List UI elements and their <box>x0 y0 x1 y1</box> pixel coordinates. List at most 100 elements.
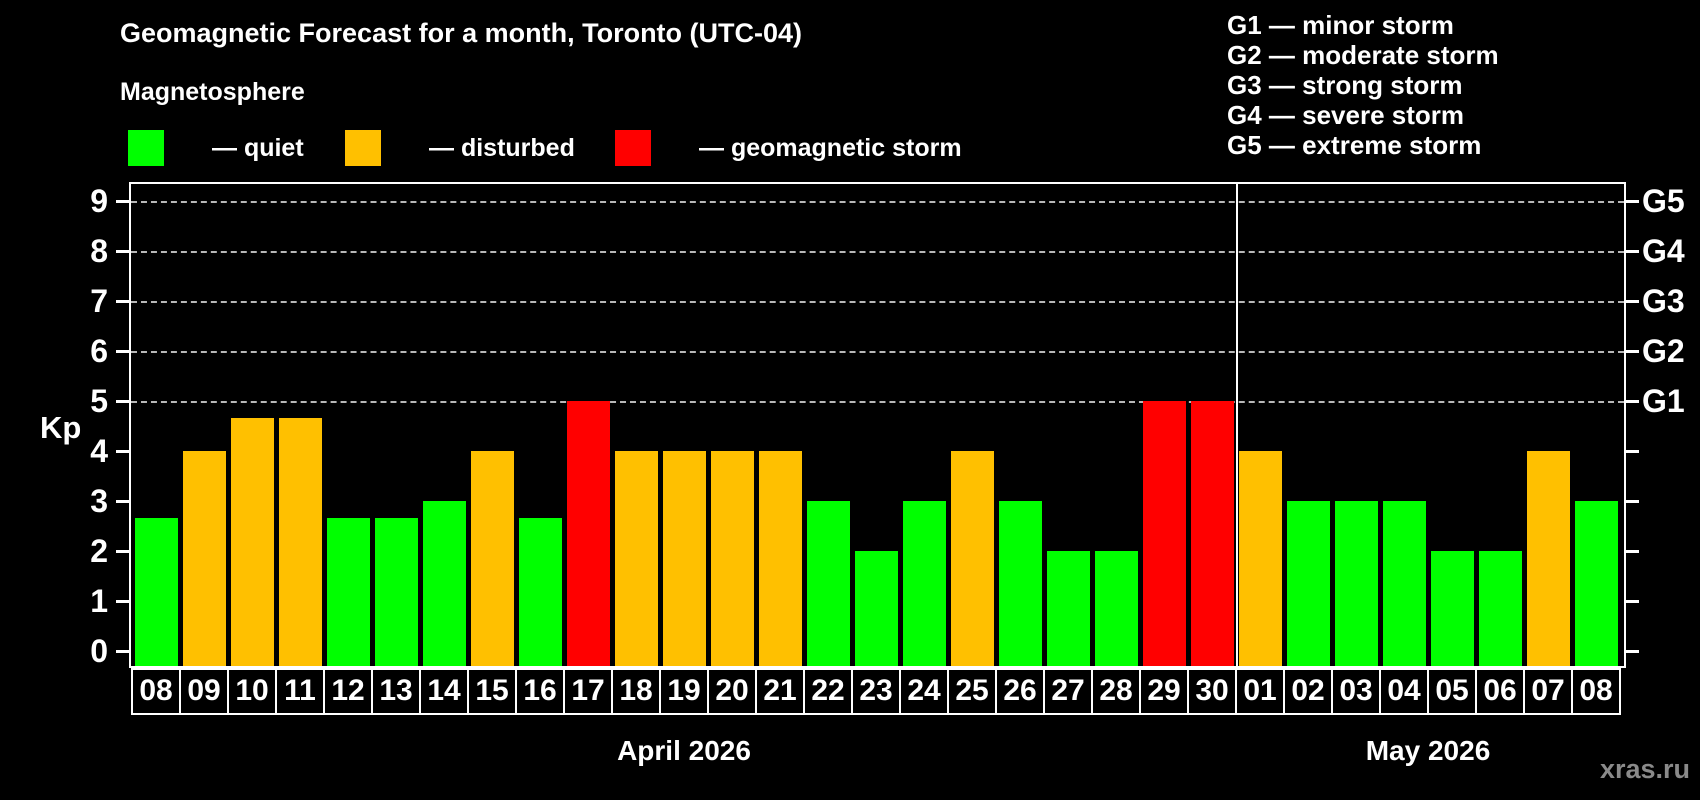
bar-april-19 <box>663 451 706 666</box>
date-cell-april-14: 14 <box>419 668 469 715</box>
g-legend-line: G2 — moderate storm <box>1227 40 1499 70</box>
date-cell-april-16: 16 <box>515 668 565 715</box>
watermark: xras.ru <box>1599 754 1690 784</box>
g-legend-line: G3 — strong storm <box>1227 70 1463 100</box>
date-cell-april-23: 23 <box>851 668 901 715</box>
y-label-8: 8 <box>90 233 108 269</box>
date-cell-april-18: 18 <box>611 668 661 715</box>
gridline-kp6 <box>131 351 1624 353</box>
gridline-kp7 <box>131 301 1624 303</box>
right-tick-1 <box>1626 600 1639 603</box>
y-axis-title: Kp <box>40 410 82 445</box>
bar-april-22 <box>807 501 850 666</box>
right-tick-5 <box>1626 400 1639 403</box>
bar-april-13 <box>375 517 418 666</box>
bar-may-04 <box>1383 501 1426 666</box>
y-label-5: 5 <box>90 383 108 419</box>
g-legend-line: G4 — severe storm <box>1227 100 1465 130</box>
plot-area <box>129 182 1626 668</box>
bar-april-09 <box>183 451 226 666</box>
bar-april-26 <box>999 501 1042 666</box>
bar-april-16 <box>519 517 562 666</box>
g-storm-scale-legend: G1 — minor storm G2 — moderate storm G3 — … <box>1227 10 1499 160</box>
bar-april-21 <box>759 451 802 666</box>
g-axis-label-G2: G2 <box>1642 333 1685 369</box>
date-cell-may-05: 05 <box>1427 668 1477 715</box>
y-label-7: 7 <box>90 283 108 319</box>
date-cell-may-01: 01 <box>1235 668 1285 715</box>
left-tick-6 <box>116 350 129 353</box>
bar-april-11 <box>279 417 322 666</box>
right-tick-2 <box>1626 550 1639 553</box>
bar-april-25 <box>951 451 994 666</box>
y-label-1: 1 <box>90 583 108 619</box>
left-tick-9 <box>116 200 129 203</box>
bar-april-10 <box>231 417 274 666</box>
bar-april-29 <box>1143 401 1186 666</box>
date-cell-april-20: 20 <box>707 668 757 715</box>
left-tick-0 <box>116 650 129 653</box>
y-label-2: 2 <box>90 533 108 569</box>
date-cell-may-06: 06 <box>1475 668 1525 715</box>
date-cell-april-27: 27 <box>1043 668 1093 715</box>
gridline-kp5 <box>131 401 1624 403</box>
gridline-kp9 <box>131 201 1624 203</box>
left-tick-5 <box>116 400 129 403</box>
bar-april-08 <box>135 517 178 666</box>
month-label-april: April 2026 <box>617 735 751 766</box>
date-cell-april-09: 09 <box>179 668 229 715</box>
legend-swatch-storm <box>615 130 651 166</box>
gridline-kp8 <box>131 251 1624 253</box>
date-cell-april-19: 19 <box>659 668 709 715</box>
legend-item-storm: — geomagnetic storm <box>615 130 962 166</box>
date-cell-april-29: 29 <box>1139 668 1189 715</box>
y-label-3: 3 <box>90 483 108 519</box>
legend-label-storm: — geomagnetic storm <box>699 133 962 162</box>
date-cell-april-30: 30 <box>1187 668 1237 715</box>
bar-april-15 <box>471 451 514 666</box>
y-label-6: 6 <box>90 333 108 369</box>
bar-april-23 <box>855 551 898 666</box>
date-cell-april-25: 25 <box>947 668 997 715</box>
bar-april-30 <box>1191 401 1234 666</box>
left-tick-3 <box>116 500 129 503</box>
right-tick-4 <box>1626 450 1639 453</box>
date-cell-april-26: 26 <box>995 668 1045 715</box>
g-legend-line: G5 — extreme storm <box>1227 130 1482 160</box>
magnetosphere-label: Magnetosphere <box>120 78 305 106</box>
date-cell-april-24: 24 <box>899 668 949 715</box>
left-tick-1 <box>116 600 129 603</box>
right-tick-3 <box>1626 500 1639 503</box>
date-cell-april-13: 13 <box>371 668 421 715</box>
bar-may-01 <box>1239 451 1282 666</box>
right-tick-8 <box>1626 250 1639 253</box>
bar-may-05 <box>1431 551 1474 666</box>
right-tick-7 <box>1626 300 1639 303</box>
month-separator-line <box>1236 184 1238 666</box>
date-cell-april-22: 22 <box>803 668 853 715</box>
date-cell-april-15: 15 <box>467 668 517 715</box>
legend-swatch-disturbed <box>345 130 381 166</box>
g-axis-label-G3: G3 <box>1642 283 1685 319</box>
right-tick-9 <box>1626 200 1639 203</box>
legend-item-quiet: — quiet <box>128 130 304 166</box>
legend-item-disturbed: — disturbed <box>345 130 575 166</box>
bar-april-18 <box>615 451 658 666</box>
date-cell-may-08: 08 <box>1571 668 1621 715</box>
g-legend-line: G1 — minor storm <box>1227 10 1454 40</box>
y-label-9: 9 <box>90 183 108 219</box>
bar-may-08 <box>1575 501 1618 666</box>
left-tick-4 <box>116 450 129 453</box>
left-tick-8 <box>116 250 129 253</box>
month-label-may: May 2026 <box>1365 735 1491 766</box>
date-cell-april-21: 21 <box>755 668 805 715</box>
g-axis-label-G4: G4 <box>1642 233 1685 269</box>
date-cell-may-03: 03 <box>1331 668 1381 715</box>
bar-april-17 <box>567 401 610 666</box>
bar-april-24 <box>903 501 946 666</box>
left-tick-7 <box>116 300 129 303</box>
right-tick-6 <box>1626 350 1639 353</box>
bar-april-14 <box>423 501 466 666</box>
g-axis-label-G1: G1 <box>1642 383 1685 419</box>
